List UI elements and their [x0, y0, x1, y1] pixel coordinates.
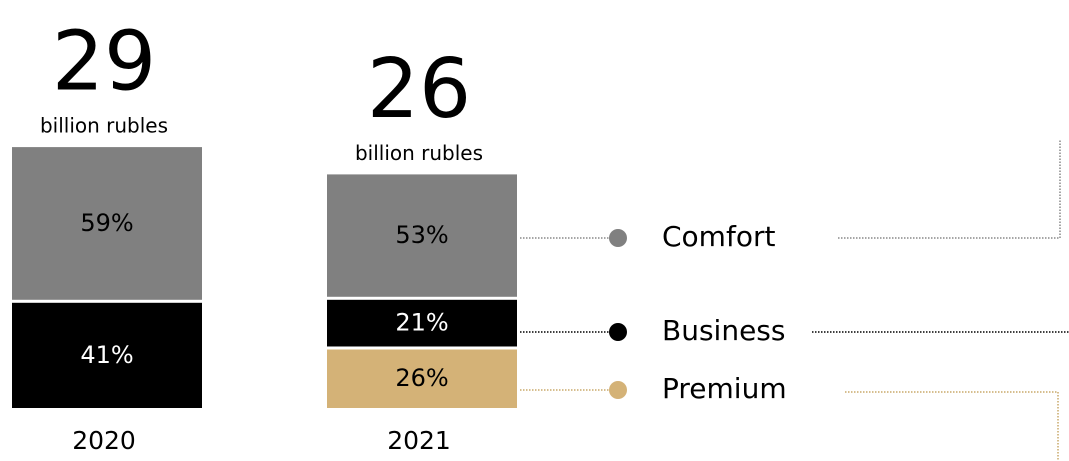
x-tick-label: 2021	[387, 426, 451, 455]
total-value: 26	[367, 42, 471, 137]
bar-segment	[327, 299, 517, 347]
x-tick-label: 2020	[72, 426, 136, 455]
legend-dot	[609, 323, 627, 341]
bar-segment	[12, 147, 202, 300]
legend-dot	[609, 381, 627, 399]
legend-label: Comfort	[662, 220, 775, 253]
legend-label: Business	[662, 314, 785, 347]
segment-label: 21%	[395, 309, 448, 337]
bar-segment	[12, 302, 202, 408]
bar-segment	[327, 174, 517, 297]
bar-segment	[327, 349, 517, 408]
legend-dot	[609, 229, 627, 247]
unit-label: billion rubles	[40, 114, 168, 138]
segment-label: 41%	[80, 341, 133, 369]
total-value: 29	[52, 15, 156, 110]
leader-line	[845, 391, 1059, 461]
legend-label: Premium	[662, 372, 787, 405]
segment-label: 53%	[395, 221, 448, 249]
segment-label: 26%	[395, 364, 448, 392]
unit-label: billion rubles	[355, 141, 483, 165]
segment-label: 59%	[80, 209, 133, 237]
leader-line	[838, 140, 1061, 239]
